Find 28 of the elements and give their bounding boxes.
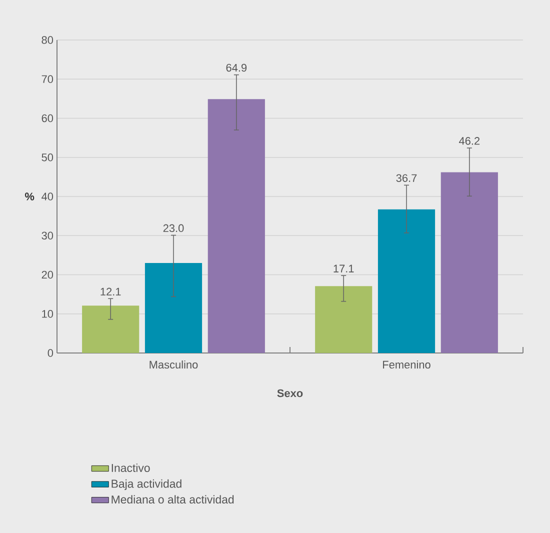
y-tick-label: 30 [42, 232, 54, 240]
y-tick-label: 50 [42, 154, 54, 162]
data-label: 36.7 [396, 174, 417, 182]
y-tick-label: 80 [42, 36, 54, 44]
bar [315, 286, 372, 353]
x-axis-title: Sexo [277, 389, 303, 398]
y-tick-label: 60 [42, 114, 54, 122]
bar [82, 306, 140, 353]
data-label: 64.9 [226, 64, 247, 72]
legend-label: Inactivo [112, 464, 150, 472]
data-label: 12.1 [100, 288, 121, 296]
y-axis-title: % [24, 192, 34, 200]
data-label: 17.1 [334, 264, 354, 272]
y-tick-label: 0 [48, 349, 54, 357]
x-tick-label: Masculino [150, 360, 198, 369]
legend-label: Baja actividad [112, 479, 182, 490]
data-label: 23.0 [163, 224, 184, 232]
x-tick-label: Femenino [383, 360, 430, 369]
y-tick-label: 70 [42, 75, 54, 84]
y-tick-label: 20 [42, 270, 54, 279]
y-tick-label: 10 [42, 310, 54, 318]
bar [378, 209, 436, 353]
legend-label: Mediana o alta actividad [112, 495, 234, 504]
bar [440, 172, 498, 353]
y-tick-label: 40 [42, 192, 54, 200]
data-label: 46.2 [459, 137, 480, 145]
bar [208, 99, 265, 353]
bar [144, 263, 202, 353]
